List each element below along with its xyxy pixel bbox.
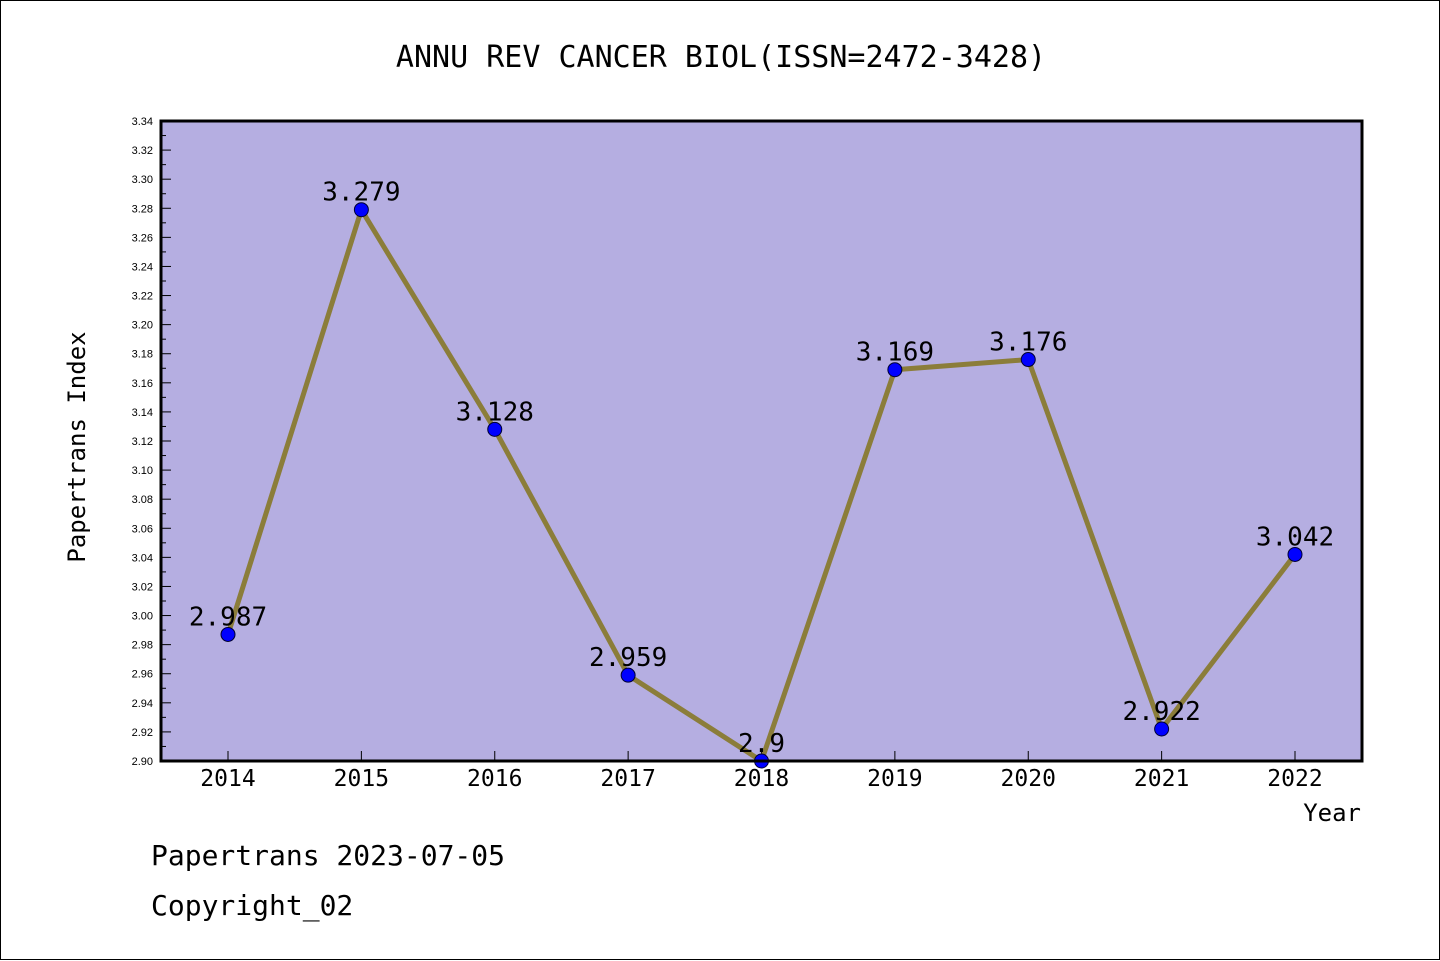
- footer-copyright: Copyright_02: [151, 889, 353, 923]
- y-tick-label: 2.94: [132, 698, 153, 710]
- y-tick-label: 3.22: [132, 291, 153, 303]
- data-point: [887, 362, 903, 378]
- chart-title: ANNU REV CANCER BIOL(ISSN=2472-3428): [396, 40, 1046, 75]
- y-tick-label: 3.16: [132, 378, 153, 390]
- y-tick-label: 3.02: [132, 581, 153, 593]
- data-label: 2.9: [738, 729, 785, 759]
- y-tick-label: 2.92: [132, 727, 153, 739]
- data-label: 3.279: [322, 178, 400, 208]
- data-label: 2.922: [1122, 697, 1200, 727]
- data-label: 2.987: [189, 602, 267, 632]
- x-tick-label: 2015: [334, 766, 389, 792]
- data-label: 3.176: [989, 328, 1067, 358]
- y-tick-label: 3.28: [132, 203, 153, 215]
- x-tick-label: 2016: [467, 766, 522, 792]
- x-tick-label: 2018: [734, 766, 789, 792]
- x-tick-label: 2014: [200, 766, 255, 792]
- data-point: [487, 421, 503, 437]
- data-point: [220, 626, 236, 642]
- x-axis-label: Year: [1303, 799, 1361, 827]
- y-tick-label: 3.24: [132, 261, 153, 273]
- x-axis: 2014 2015 2016 2017 2018 2019 2020 2021 2022: [200, 751, 1323, 792]
- y-tick-label: 2.90: [132, 756, 153, 768]
- y-axis-label: Papertrans Index: [63, 331, 91, 562]
- y-tick-label: 3.12: [132, 436, 153, 448]
- y-tick-label: 3.26: [132, 232, 153, 244]
- data-labels: 2.987 3.279 3.128 2.959 2.9 3.169 3.176 2.922 3.…: [189, 178, 1334, 759]
- x-tick-label: 2022: [1267, 766, 1322, 792]
- y-tick-label: 2.98: [132, 640, 153, 652]
- plot-area: [161, 121, 1362, 761]
- data-label: 3.042: [1256, 522, 1334, 552]
- y-tick-label: 3.06: [132, 523, 153, 535]
- y-tick-label: 3.34: [132, 116, 153, 128]
- data-label: 2.959: [589, 643, 667, 673]
- y-tick-label: 3.32: [132, 145, 153, 157]
- data-point: [620, 667, 636, 683]
- data-point: [1287, 546, 1303, 562]
- y-axis: 2.90 2.92 2.94 2.96 2.98 3.00 3.02 3.04 3.06 3.08…: [132, 116, 171, 768]
- plot-border: [159, 119, 1364, 763]
- y-tick-label: 3.00: [132, 611, 153, 623]
- y-tick-label: 3.04: [132, 552, 153, 564]
- footer-date: Papertrans 2023-07-05: [151, 839, 505, 872]
- data-point: [1020, 352, 1036, 368]
- x-tick-label: 2020: [1001, 766, 1056, 792]
- x-tick-label: 2021: [1134, 766, 1189, 792]
- x-tick-label: 2019: [867, 766, 922, 792]
- data-label: 3.169: [856, 338, 934, 368]
- x-tick-label: 2017: [600, 766, 655, 792]
- data-point: [1154, 721, 1170, 737]
- y-tick-label: 3.30: [132, 174, 153, 186]
- y-tick-label: 3.20: [132, 320, 153, 332]
- y-tick-label: 3.14: [132, 407, 153, 419]
- y-tick-label: 3.08: [132, 494, 153, 506]
- data-point: [353, 202, 369, 218]
- y-tick-label: 3.18: [132, 349, 153, 361]
- data-label: 3.128: [456, 397, 534, 427]
- y-tick-label: 3.10: [132, 465, 153, 477]
- y-tick-label: 2.96: [132, 669, 153, 681]
